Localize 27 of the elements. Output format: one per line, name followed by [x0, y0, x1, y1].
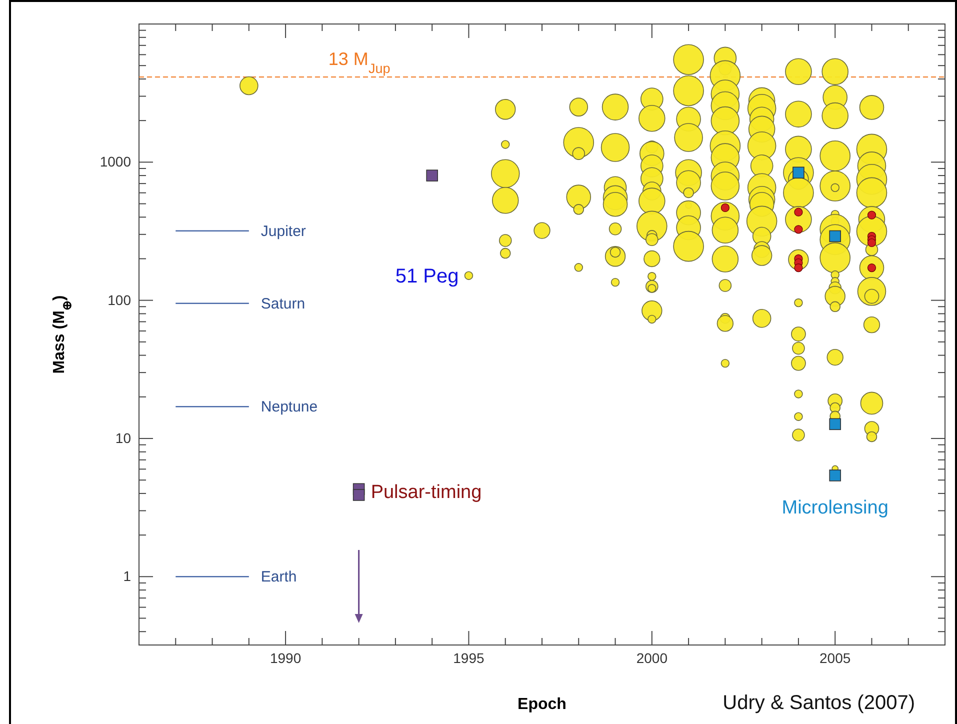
series-label: Microlensing [782, 497, 888, 518]
y-tick-label: 100 [108, 292, 132, 308]
text: Udry & Santos (2007) [722, 692, 915, 714]
x-axis-title: Epoch [518, 696, 566, 713]
x-tick-label: 2000 [636, 650, 668, 666]
point [352, 489, 365, 501]
point [794, 225, 803, 234]
series-label: Earth [260, 568, 297, 586]
point [867, 238, 876, 248]
point [426, 170, 438, 182]
annotation: 51 Peg [395, 266, 459, 288]
point [829, 470, 841, 482]
series-label: Saturn [260, 295, 306, 312]
series-label: Neptune [260, 398, 318, 416]
point [720, 203, 730, 212]
point [794, 263, 803, 272]
series-label: Jupiter [260, 222, 306, 240]
y-tick-label: 10 [115, 430, 132, 446]
y-tick-label: 1 [123, 568, 132, 584]
point [794, 208, 803, 216]
point [829, 418, 841, 430]
y-tick-label: 1000 [100, 154, 132, 170]
series-label: Pulsar-timing [370, 482, 482, 503]
x-tick-label: 2005 [820, 650, 851, 666]
x-tick-label: 1995 [453, 650, 485, 666]
ref-line-label: 13 M$_{Jup}$ [328, 49, 390, 76]
x-tick-label: 1990 [270, 650, 302, 666]
